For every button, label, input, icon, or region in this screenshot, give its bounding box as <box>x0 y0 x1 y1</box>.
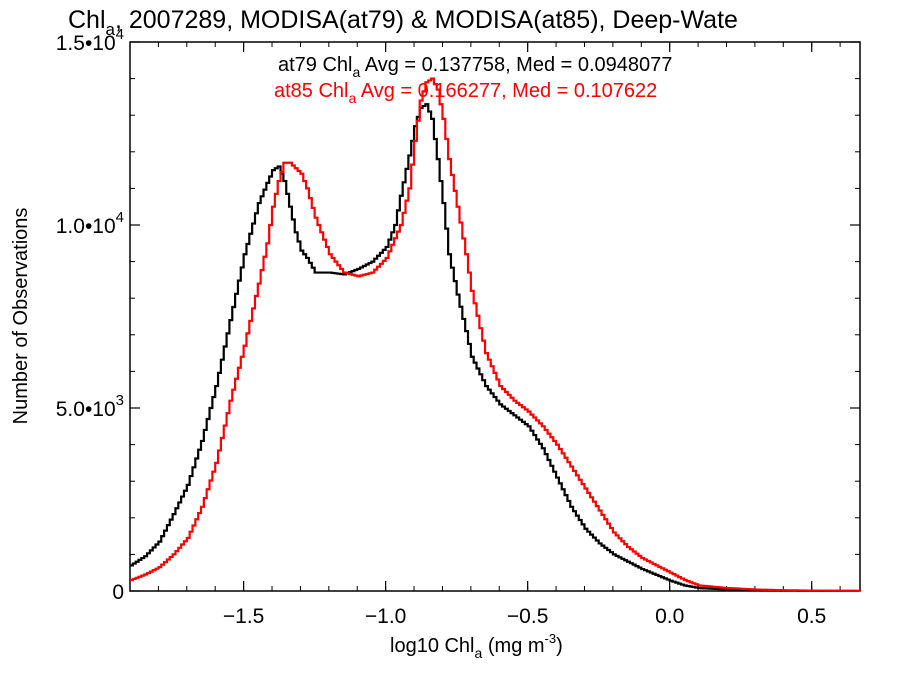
stat-annotation-at85: at85 Chla Avg = 0.166277, Med = 0.107622 <box>274 80 657 106</box>
series-group <box>130 77 862 593</box>
y-axis-label: Number of Observations <box>10 208 32 425</box>
series-line-at79 <box>130 103 862 593</box>
x-axis-label: log10 Chla (mg m-3) <box>390 631 563 661</box>
y-tick-label: 1.0•104 <box>56 209 124 238</box>
y-tick-label: 1.5•104 <box>56 26 124 55</box>
chart-title-subscript: a <box>106 20 116 39</box>
y-tick-label: 0 <box>112 581 124 604</box>
axis-ticks: −1.5 −1.0 −0.5 0.0 0.5 0 5.0•103 1.0•104 1.5•104 <box>56 26 860 628</box>
x-tick-label: −1.0 <box>365 605 406 628</box>
plot-frame <box>129 41 861 592</box>
y-tick-label: 5.0•103 <box>56 392 124 421</box>
chart-title: Chla, 2007289, MODISA(at79) & MODISA(at8… <box>68 6 738 39</box>
x-tick-label: −0.5 <box>507 605 548 628</box>
x-tick-label: 0.0 <box>655 605 684 628</box>
x-tick-label: −1.5 <box>223 605 264 628</box>
x-tick-label: 0.5 <box>797 605 826 628</box>
stat-annotation-at79: at79 Chla Avg = 0.137758, Med = 0.094807… <box>278 54 672 80</box>
series-line-at85 <box>130 77 862 592</box>
